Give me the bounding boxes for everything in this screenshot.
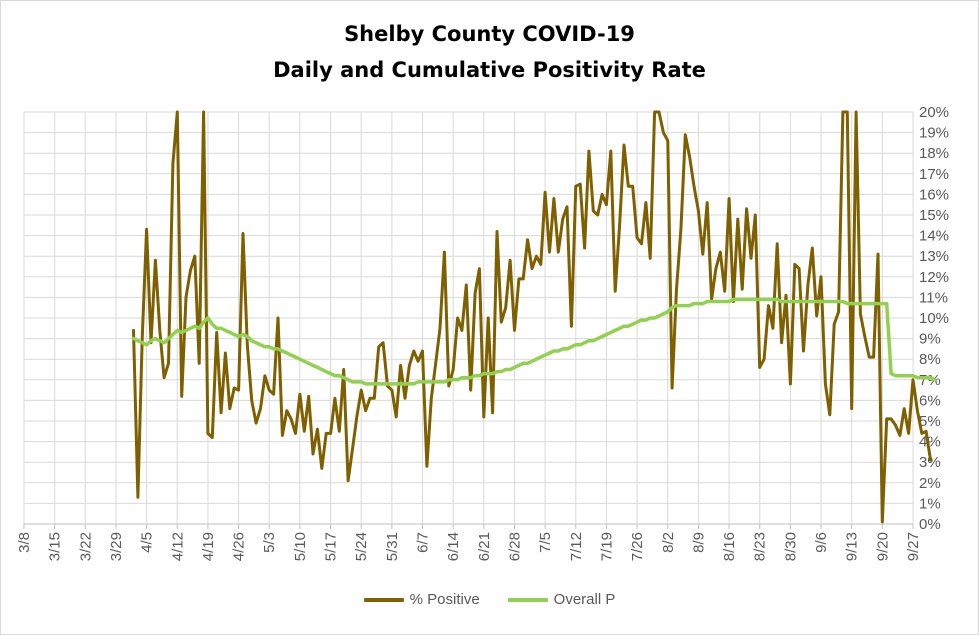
- x-tick-label: 9/27: [905, 532, 922, 561]
- y-tick-label: 20%: [919, 104, 949, 121]
- x-tick-label: 8/16: [721, 532, 738, 561]
- x-tick-label: 3/22: [77, 532, 94, 561]
- x-axis-tick-labels: 3/8 3/15 3/22 3/29 4/5 4/12 4/19 4/26 5/3 5/10 5/1…: [16, 532, 922, 561]
- x-tick-label: 4/5: [139, 532, 156, 553]
- x-tick-label: 7/5: [537, 532, 554, 553]
- series-lines: [131, 110, 937, 524]
- x-tick-label: 5/17: [323, 532, 340, 561]
- legend-swatch-positive: [363, 597, 404, 602]
- y-tick-label: 13%: [919, 248, 949, 265]
- y-tick-label: 10%: [919, 310, 949, 327]
- y-tick-label: 0%: [919, 516, 941, 533]
- x-tick-label: 3/15: [47, 532, 64, 561]
- y-tick-label: 4%: [919, 434, 941, 451]
- x-tick-label: 7/12: [568, 532, 585, 561]
- y-tick-label: 14%: [919, 228, 949, 245]
- x-tick-label: 3/8: [16, 532, 33, 553]
- x-tick-label: 5/24: [353, 532, 370, 561]
- y-tick-label: 19%: [919, 125, 949, 142]
- x-tick-label: 7/26: [629, 532, 646, 561]
- x-tick-label: 5/10: [292, 532, 309, 561]
- legend-item-positive: % Positive: [363, 591, 480, 608]
- legend-label-positive: % Positive: [409, 591, 480, 608]
- x-tick-label: 4/12: [169, 532, 186, 561]
- legend: % Positive Overall P: [0, 591, 979, 608]
- series-line-positive: [132, 110, 932, 524]
- y-tick-label: 15%: [919, 207, 949, 224]
- legend-item-overall: Overall P: [507, 591, 616, 608]
- y-tick-label: 3%: [919, 454, 941, 471]
- y-axis-tick-labels: 0% 1% 2% 3% 4% 5% 6% 7% 8% 9% 10% 11% 12% 13% 14% 15% 16…: [919, 104, 949, 533]
- x-tick-label: 9/20: [874, 532, 891, 561]
- y-tick-label: 5%: [919, 413, 941, 430]
- legend-label-overall: Overall P: [553, 591, 616, 608]
- x-tick-label: 4/26: [231, 532, 248, 561]
- chart-title: Shelby County COVID-19: [344, 22, 635, 46]
- x-tick-label: 9/13: [844, 532, 861, 561]
- x-tick-label: 5/3: [261, 532, 278, 553]
- x-tick-label: 8/30: [782, 532, 799, 561]
- x-tick-label: 7/19: [598, 532, 615, 561]
- y-tick-label: 16%: [919, 186, 949, 203]
- series-line-overall: [131, 297, 937, 386]
- x-tick-label: 3/29: [108, 532, 125, 561]
- y-tick-label: 6%: [919, 392, 941, 409]
- y-tick-label: 7%: [919, 372, 941, 389]
- x-tick-label: 6/7: [415, 532, 432, 553]
- y-tick-label: 8%: [919, 351, 941, 368]
- y-tick-label: 18%: [919, 145, 949, 162]
- x-tick-label: 6/28: [506, 532, 523, 561]
- x-tick-label: 9/6: [813, 532, 830, 553]
- x-tick-label: 8/9: [690, 532, 707, 553]
- y-tick-label: 12%: [919, 269, 949, 286]
- y-tick-label: 1%: [919, 495, 941, 512]
- x-tick-label: 8/23: [752, 532, 769, 561]
- y-tick-label: 2%: [919, 475, 941, 492]
- x-tick-label: 5/31: [384, 532, 401, 561]
- y-tick-label: 9%: [919, 331, 941, 348]
- legend-swatch-overall: [507, 597, 548, 602]
- x-tick-label: 6/21: [476, 532, 493, 561]
- y-tick-label: 11%: [919, 289, 948, 306]
- x-tick-label: 4/19: [200, 532, 217, 561]
- x-tick-label: 8/2: [660, 532, 677, 553]
- y-tick-label: 17%: [919, 166, 949, 183]
- x-tick-label: 6/14: [445, 532, 462, 561]
- chart-subtitle: Daily and Cumulative Positivity Rate: [273, 58, 706, 82]
